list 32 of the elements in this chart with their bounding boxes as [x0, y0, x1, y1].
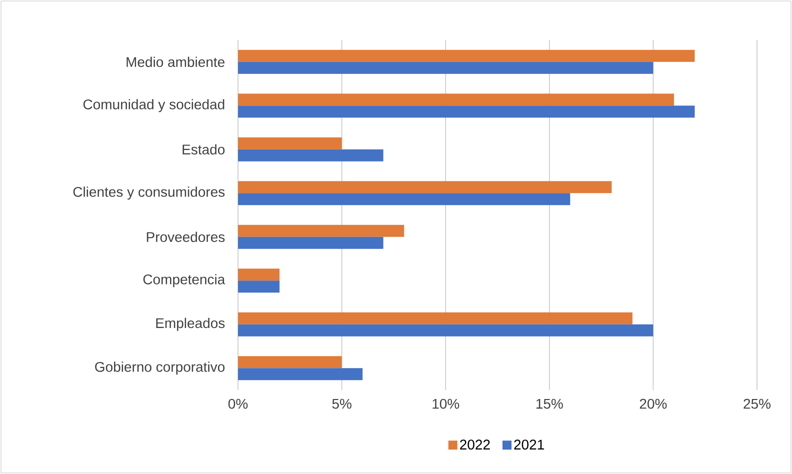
bar — [238, 368, 363, 380]
bar — [238, 236, 384, 249]
legend-label: 2021 — [514, 440, 544, 450]
bar — [238, 137, 342, 150]
y-tick-label: Clientes y consumidores — [73, 186, 225, 200]
bar — [238, 280, 280, 293]
bar — [238, 149, 384, 162]
bar — [238, 268, 280, 281]
y-tick-label: Proveedores — [146, 232, 225, 242]
y-tick-label: Estado — [182, 144, 225, 155]
bar — [238, 50, 695, 62]
bar — [238, 106, 695, 118]
bar — [238, 356, 342, 368]
y-tick-label: Comunidad y sociedad — [83, 99, 224, 112]
x-tick-label: 10% — [432, 398, 460, 409]
bar — [238, 62, 654, 74]
x-tick-label: 5% — [332, 398, 352, 409]
bar — [238, 181, 612, 194]
x-tick-label: 25% — [744, 398, 771, 409]
legend-label: 2022 — [460, 440, 490, 450]
y-tick-label: Competencia — [143, 274, 226, 288]
bar — [238, 224, 404, 237]
bar — [238, 312, 632, 324]
x-tick-label: 0% — [228, 398, 248, 409]
x-tick-label: 15% — [536, 398, 563, 409]
bar — [238, 193, 570, 206]
bar — [238, 94, 674, 106]
bar — [238, 324, 654, 336]
x-tick-label: 20% — [640, 398, 667, 409]
y-tick-label: Medio ambiente — [126, 56, 224, 68]
y-tick-label: Empleados — [156, 318, 225, 331]
y-tick-label: Gobierno corporativo — [95, 362, 225, 375]
